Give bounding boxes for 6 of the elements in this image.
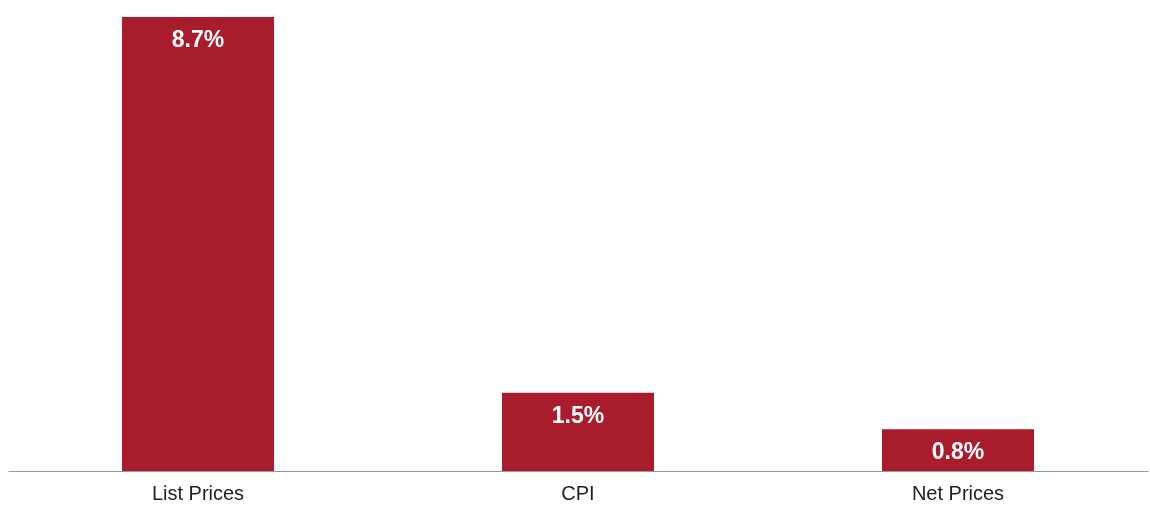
x-tick-label: CPI — [561, 481, 595, 504]
data-label: 8.7% — [171, 26, 225, 52]
x-tick-label: List Prices — [151, 481, 245, 504]
data-label: 1.5% — [551, 401, 605, 428]
data-label: 0.8% — [931, 438, 985, 465]
x-tick-label: Net Prices — [911, 481, 1005, 504]
